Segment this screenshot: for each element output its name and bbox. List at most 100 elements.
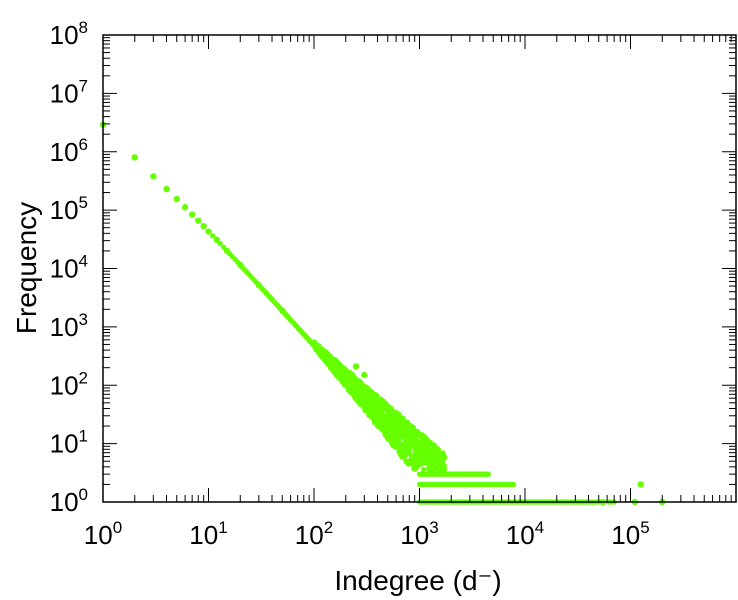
data-point	[374, 419, 380, 425]
data-point	[221, 244, 227, 250]
data-point	[352, 363, 360, 370]
data-point	[210, 233, 216, 239]
data-point	[163, 186, 170, 192]
data-point	[201, 223, 207, 229]
data-point	[381, 425, 388, 431]
data-point	[379, 404, 385, 410]
data-point	[350, 383, 356, 389]
data-point	[428, 452, 434, 459]
data-point	[328, 356, 334, 362]
y-tick-label: 108	[50, 18, 88, 50]
data-point	[339, 378, 345, 384]
data-point	[423, 455, 429, 461]
data-point	[384, 432, 390, 438]
x-tick-label: 103	[400, 518, 438, 550]
data-point	[386, 422, 393, 428]
data-point	[319, 353, 325, 360]
data-point	[382, 420, 388, 426]
data-point	[394, 429, 400, 435]
data-point	[387, 412, 393, 419]
data-point	[412, 460, 418, 466]
y-tick-label: 101	[50, 427, 88, 459]
x-tick-label: 105	[611, 518, 649, 550]
data-point	[403, 448, 409, 454]
axis-ticks	[102, 34, 737, 503]
data-point	[393, 419, 399, 425]
data-point	[637, 481, 644, 488]
data-point	[316, 343, 322, 349]
data-point	[414, 451, 420, 457]
data-point	[395, 441, 401, 447]
data-point	[337, 372, 343, 378]
y-tick-label: 105	[50, 193, 88, 225]
data-point	[371, 413, 377, 420]
x-tick-label: 100	[84, 518, 122, 550]
data-point	[369, 407, 375, 413]
data-point	[410, 442, 417, 449]
y-tick-label: 104	[50, 252, 88, 284]
data-point	[435, 467, 442, 473]
data-point	[401, 423, 407, 429]
data-point	[402, 418, 408, 425]
x-tick-label: 102	[295, 518, 333, 550]
data-point	[368, 392, 374, 398]
data-point	[343, 375, 350, 381]
y-tick-label: 100	[50, 485, 88, 517]
data-point	[214, 237, 220, 243]
data-point	[365, 396, 371, 402]
data-point	[411, 465, 418, 471]
data-point	[353, 387, 359, 393]
data-point	[132, 154, 138, 161]
data-point	[436, 451, 442, 457]
data-point	[174, 196, 180, 202]
data-point	[377, 423, 383, 429]
data-point	[205, 228, 212, 235]
data-point	[332, 364, 338, 370]
data-point	[414, 433, 420, 439]
data-point	[396, 449, 402, 455]
data-point	[379, 414, 385, 420]
y-tick-label: 107	[50, 76, 88, 108]
data-point	[366, 386, 372, 393]
data-point	[394, 436, 401, 443]
data-point	[415, 441, 421, 447]
data-point	[428, 457, 434, 464]
data-point	[417, 456, 423, 462]
data-point	[344, 369, 351, 375]
y-tick-label: 106	[50, 135, 88, 167]
data-point	[422, 442, 428, 448]
data-point	[419, 436, 425, 442]
data-point	[361, 371, 368, 379]
x-tick-label: 101	[189, 518, 227, 550]
data-point	[348, 371, 355, 377]
data-point	[405, 435, 412, 441]
plot-frame	[102, 34, 737, 503]
tick-labels: 100 101 102 103 104 105 100 101 102 103 104 105 106 1…	[50, 18, 650, 550]
data-point	[485, 471, 492, 477]
y-tick-label: 103	[50, 310, 88, 342]
data-point	[349, 390, 355, 397]
data-point	[375, 410, 381, 416]
data-point	[439, 467, 446, 473]
data-point	[337, 363, 343, 370]
data-point	[424, 451, 430, 457]
data-point	[439, 454, 446, 460]
data-point	[407, 431, 413, 437]
y-axis-label: Frequency	[11, 202, 42, 334]
data-point	[429, 448, 436, 454]
data-point	[395, 414, 401, 421]
data-point	[320, 347, 326, 353]
data-point	[189, 211, 195, 218]
data-point	[410, 437, 416, 444]
data-point	[400, 427, 406, 433]
x-axis-label: Indegree (d⁻)	[334, 565, 501, 596]
data-point	[408, 460, 414, 467]
data-point	[182, 204, 188, 210]
data-point	[408, 453, 414, 459]
data-point	[511, 481, 517, 488]
data-point	[195, 218, 201, 224]
data-point	[390, 441, 397, 448]
data-point	[433, 445, 439, 451]
y-tick-label: 102	[50, 368, 88, 400]
data-point	[150, 173, 156, 179]
